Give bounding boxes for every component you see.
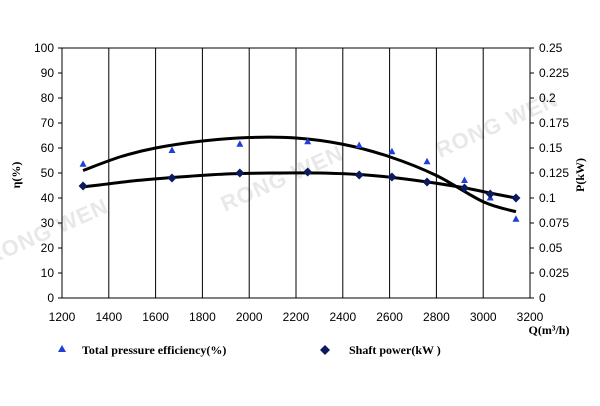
x-tick-label: 1600 bbox=[142, 310, 169, 324]
y-right-tick-label: 0.125 bbox=[539, 166, 569, 180]
efficiency-point bbox=[236, 140, 244, 147]
y-right-axis-ticks: 0 0.025 0.05 0.075 0.1 0.125 0.15 0.175 0.2 0.225… bbox=[530, 41, 569, 305]
shaft-power-point bbox=[387, 172, 397, 182]
x-tick-label: 1800 bbox=[189, 310, 216, 324]
legend: Total pressure efficiency(%) Shaft power… bbox=[58, 343, 441, 357]
y-left-tick-label: 20 bbox=[41, 241, 55, 255]
x-tick-label: 3000 bbox=[470, 310, 497, 324]
shaft-power-point bbox=[511, 193, 521, 203]
y-left-axis-label: η(%) bbox=[9, 162, 23, 189]
y-left-tick-label: 60 bbox=[41, 141, 55, 155]
watermark-text: RONG WEN bbox=[0, 193, 112, 269]
data-markers bbox=[78, 137, 521, 222]
trend-lines bbox=[82, 135, 517, 214]
efficiency-point bbox=[423, 157, 431, 165]
x-axis-label: Q(m³/h) bbox=[529, 323, 570, 337]
y-left-tick-label: 50 bbox=[41, 166, 55, 180]
y-left-tick-label: 40 bbox=[41, 191, 55, 205]
y-right-tick-label: 0.225 bbox=[539, 66, 569, 80]
shaft-power-point bbox=[303, 167, 313, 177]
y-right-tick-label: 0.05 bbox=[539, 241, 563, 255]
legend-item-efficiency: Total pressure efficiency(%) bbox=[82, 343, 226, 357]
y-right-tick-label: 0.175 bbox=[539, 116, 569, 130]
shaft-power-point bbox=[235, 168, 245, 178]
x-tick-label: 2400 bbox=[329, 310, 356, 324]
y-left-tick-label: 100 bbox=[34, 41, 54, 55]
y-right-tick-label: 0.1 bbox=[539, 191, 556, 205]
legend-triangle-marker bbox=[58, 345, 66, 352]
watermark-text: RONG WEN bbox=[217, 140, 347, 216]
y-left-tick-label: 90 bbox=[41, 66, 55, 80]
x-tick-label: 1400 bbox=[95, 310, 122, 324]
efficiency-point bbox=[304, 137, 312, 145]
x-axis-ticks: 1200 1400 1600 1800 2000 2200 2400 2600 2800 3000… bbox=[49, 310, 544, 324]
y-left-tick-label: 0 bbox=[47, 291, 54, 305]
efficiency-point bbox=[79, 160, 87, 167]
x-tick-label: 1200 bbox=[49, 310, 76, 324]
efficiency-point bbox=[388, 147, 396, 155]
shaft-power-point bbox=[78, 181, 88, 191]
shaft-power-point bbox=[485, 189, 495, 199]
y-left-tick-label: 80 bbox=[41, 91, 55, 105]
shaft-power-point bbox=[167, 173, 177, 183]
y-right-tick-label: 0.2 bbox=[539, 91, 556, 105]
y-right-axis-label: P(kW) bbox=[573, 158, 587, 192]
shaft-power-point bbox=[422, 177, 432, 187]
legend-item-shaft-power: Shaft power(kW ) bbox=[349, 343, 441, 357]
efficiency-trend-line bbox=[82, 135, 517, 214]
x-tick-label: 3200 bbox=[517, 310, 544, 324]
y-right-tick-label: 0.075 bbox=[539, 216, 569, 230]
y-left-tick-label: 70 bbox=[41, 116, 55, 130]
x-tick-label: 2600 bbox=[376, 310, 403, 324]
x-tick-label: 2000 bbox=[236, 310, 263, 324]
shaft-power-point bbox=[354, 170, 364, 180]
shaft-power-point bbox=[459, 183, 469, 193]
efficiency-point bbox=[460, 176, 468, 183]
x-tick-label: 2200 bbox=[283, 310, 310, 324]
shaft-power-trend-line bbox=[82, 171, 517, 200]
legend-diamond-marker bbox=[320, 345, 330, 355]
y-right-tick-label: 0.25 bbox=[539, 41, 563, 55]
efficiency-point bbox=[355, 141, 363, 148]
y-right-tick-label: 0.025 bbox=[539, 266, 569, 280]
y-left-tick-label: 30 bbox=[41, 216, 55, 230]
x-tick-label: 2800 bbox=[423, 310, 450, 324]
y-left-axis-ticks: 0 10 20 30 40 50 60 70 80 90 100 bbox=[34, 41, 62, 305]
y-right-tick-label: 0 bbox=[539, 291, 546, 305]
y-right-tick-label: 0.15 bbox=[539, 141, 563, 155]
y-left-tick-label: 10 bbox=[41, 266, 55, 280]
efficiency-point bbox=[168, 146, 176, 153]
efficiency-point bbox=[512, 215, 520, 222]
